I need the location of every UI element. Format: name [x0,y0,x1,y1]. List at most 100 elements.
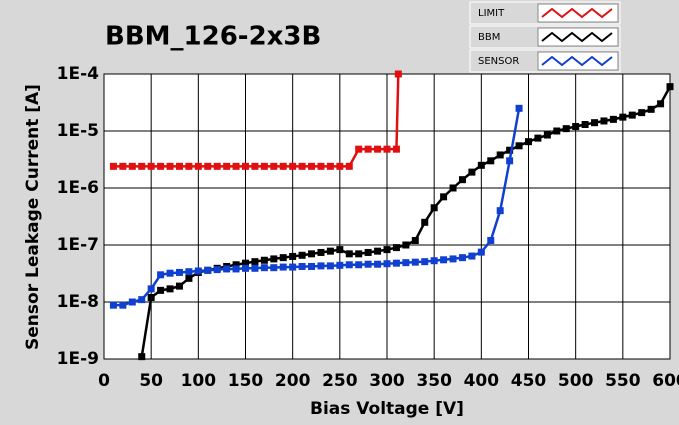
x-tick-label: 400 [464,371,500,391]
data-point [394,70,402,78]
data-point [411,258,419,266]
data-point [251,264,259,272]
data-point [289,252,297,260]
data-point [326,262,334,270]
x-tick-label: 100 [181,371,217,391]
data-point [383,246,391,254]
data-point [242,162,249,170]
legend-label: BBM [478,32,500,43]
data-point [109,301,117,309]
data-point [270,255,278,263]
data-point [308,262,316,270]
data-point [591,119,599,127]
data-point [289,162,297,170]
data-point [157,271,165,279]
data-point [543,131,551,139]
x-tick-label: 250 [322,371,358,391]
data-point [204,162,212,170]
data-point [128,162,136,170]
y-tick-label: 1E-8 [57,292,99,312]
data-point [185,162,193,170]
data-point [279,162,287,170]
data-point [392,259,400,267]
data-point [440,256,448,264]
data-point [308,162,316,170]
data-point [487,157,495,165]
data-point [562,125,570,133]
data-point [260,264,268,272]
data-point [496,207,504,215]
data-point [128,298,136,306]
data-point [666,83,674,91]
data-point [232,265,240,273]
data-point [383,145,391,153]
data-point [138,162,146,170]
data-point [581,121,589,129]
data-point [279,254,287,262]
data-point [213,266,221,274]
legend-label: LIMIT [478,8,505,19]
data-point [477,161,485,169]
data-point [355,250,363,258]
data-point [364,248,372,256]
data-point [496,151,504,159]
data-point [515,142,523,150]
x-tick-label: 500 [558,371,594,391]
data-point [355,261,363,269]
data-point [213,162,221,170]
data-point [487,236,495,244]
data-point [345,162,353,170]
data-point [449,184,457,192]
y-tick-label: 1E-9 [57,349,99,369]
data-point [525,138,532,146]
data-point [364,260,372,268]
legend-swatch [541,31,613,43]
data-point [270,162,278,170]
data-point [185,268,193,276]
data-point [628,111,636,119]
data-point [402,259,410,267]
data-point [506,157,514,165]
x-tick-label: 50 [139,371,163,391]
x-tick-label: 450 [511,371,547,391]
data-point [175,282,183,290]
data-point [657,100,665,108]
data-point [477,248,485,256]
data-point [345,250,353,258]
data-point [392,244,400,252]
data-point [298,162,306,170]
data-point [355,145,363,153]
x-tick-label: 150 [228,371,264,391]
y-tick-label: 1E-5 [57,121,99,141]
data-point [138,353,146,361]
data-point [336,246,344,254]
data-point [430,204,438,212]
data-point [317,248,325,256]
data-point [260,162,268,170]
data-point [317,162,325,170]
chart-title: BBM_126-2x3B [105,22,321,52]
data-point [232,162,240,170]
legend-swatch [541,7,613,19]
data-point [109,162,117,170]
data-point [515,104,523,112]
data-point [440,193,448,201]
data-point [364,145,372,153]
y-axis-title: Sensor Leakage Current [A] [23,84,43,350]
data-point [138,296,146,304]
x-tick-label: 550 [605,371,641,391]
data-point [374,145,382,153]
data-point [147,285,155,293]
data-point [308,250,316,258]
data-point [289,263,297,271]
data-point [270,264,278,272]
x-tick-label: 600 [652,371,679,391]
data-point [534,134,542,142]
data-point [506,146,514,154]
data-point [166,162,174,170]
data-point [609,115,617,123]
data-point [383,260,391,268]
data-point [119,162,127,170]
data-point [619,113,627,121]
